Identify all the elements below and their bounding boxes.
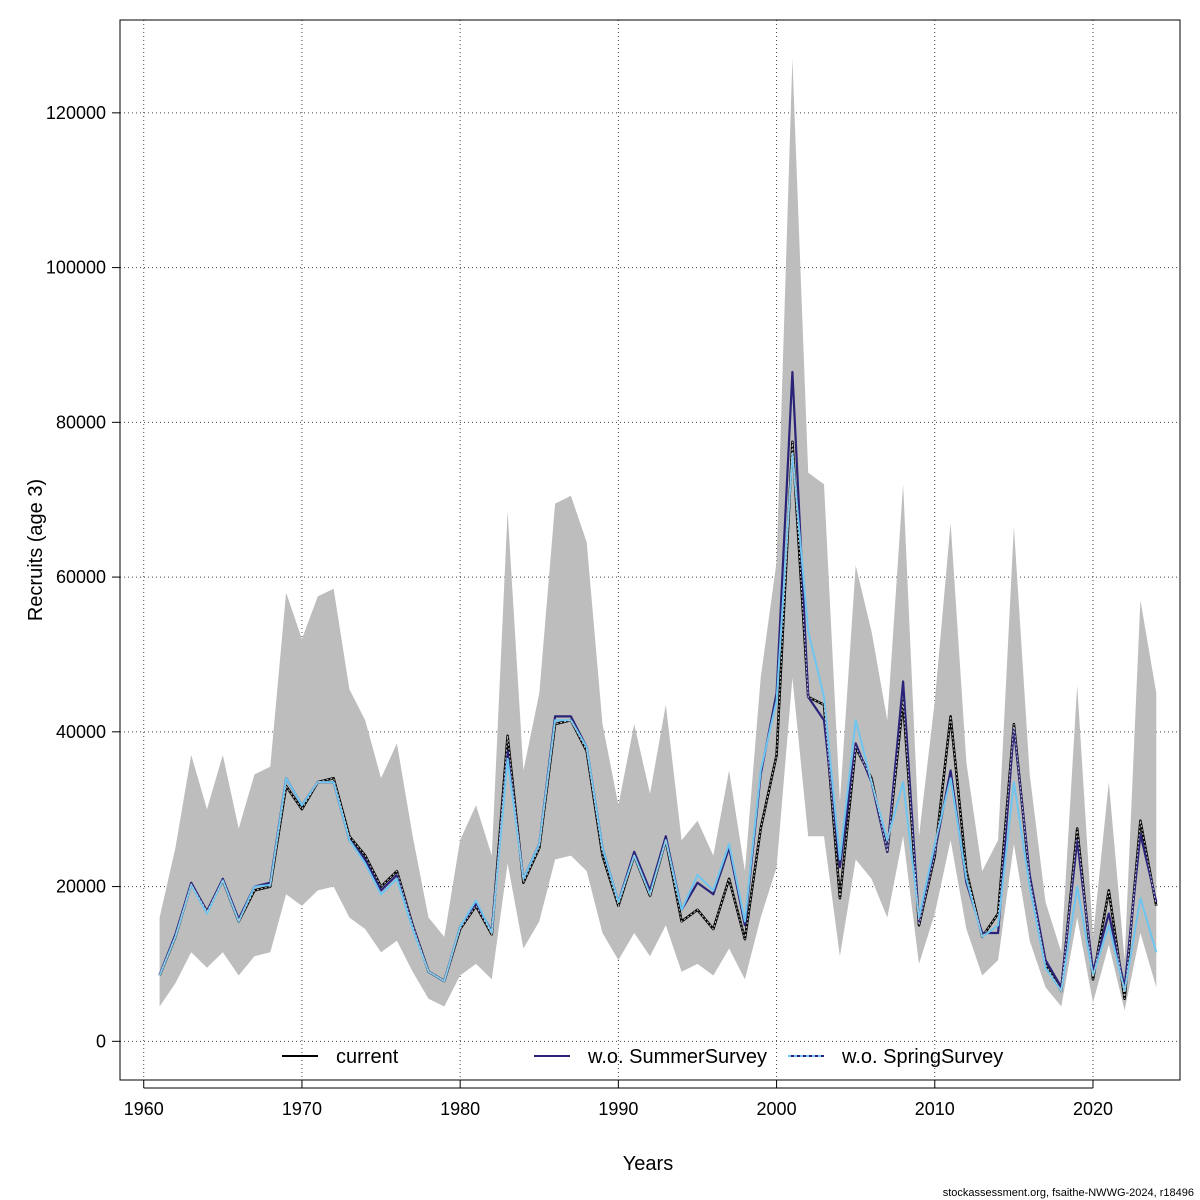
- x-tick-label: 1980: [440, 1099, 480, 1119]
- legend-label-summer: w.o. SummerSurvey: [587, 1046, 767, 1068]
- x-axis-title: Years: [623, 1153, 673, 1175]
- x-tick-label: 2020: [1073, 1099, 1113, 1119]
- y-tick-label: 60000: [56, 567, 106, 587]
- x-tick-label: 2000: [757, 1099, 797, 1119]
- y-tick-label: 100000: [46, 258, 106, 278]
- x-axis: 1960 1970 1980 1990 2000 2010 2020: [124, 1080, 1113, 1119]
- x-tick-label: 1990: [598, 1099, 638, 1119]
- legend-label-spring: w.o. SpringSurvey: [841, 1046, 1003, 1068]
- y-tick-label: 40000: [56, 722, 106, 742]
- series-layer: [158, 370, 1158, 1001]
- plot-frame: [119, 19, 1181, 1081]
- y-tick-label: 20000: [56, 877, 106, 897]
- legend: current w.o. SummerSurvey w.o. SpringSur…: [282, 1046, 1003, 1068]
- y-tick-label: 0: [96, 1031, 106, 1051]
- y-tick-label: 80000: [56, 412, 106, 432]
- y-axis-title: Recruits (age 3): [25, 479, 47, 621]
- x-tick-label: 1960: [124, 1099, 164, 1119]
- legend-label-current: current: [336, 1046, 399, 1068]
- x-tick-label: 1970: [282, 1099, 322, 1119]
- series-line-current-dotted: [159, 441, 1157, 999]
- footer-credit: stockassessment.org, fsaithe-NWWG-2024, …: [943, 1187, 1194, 1199]
- y-tick-label: 120000: [46, 103, 106, 123]
- y-axis: 0 20000 40000 60000 80000 100000 120000: [46, 103, 120, 1051]
- x-tick-label: 2010: [915, 1099, 955, 1119]
